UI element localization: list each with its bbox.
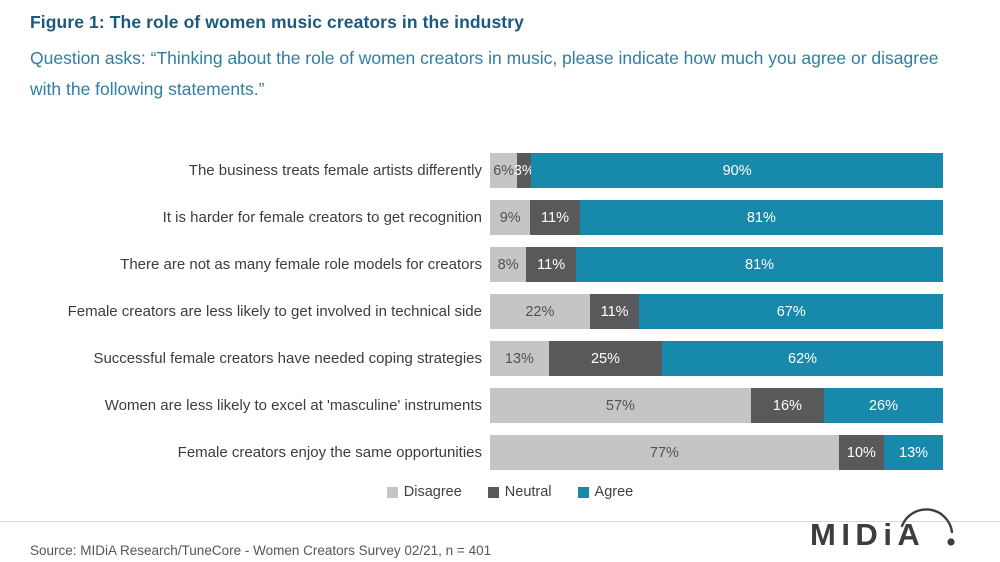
legend-swatch-icon: [487, 486, 499, 498]
bar-segment-label: 8%: [497, 256, 519, 273]
bar-segment-label: 10%: [846, 444, 876, 461]
bar-segment-disagree: 6%: [490, 153, 518, 188]
bar-segment-label: 11%: [600, 303, 629, 320]
category-label: There are not as many female role models…: [120, 256, 482, 273]
bar-segment-neutral: 3%: [514, 153, 535, 188]
midia-logo: MIDiA: [810, 501, 1000, 562]
source-note: Source: MIDiA Research/TuneCore - Women …: [30, 543, 492, 558]
page-footer: Source: MIDiA Research/TuneCore - Women …: [0, 508, 1000, 562]
bar-segment-label: 81%: [746, 209, 776, 226]
bar-track: 9% 11% 81%: [490, 200, 943, 235]
midia-logo-arc: [900, 508, 954, 534]
legend-swatch-icon: [386, 486, 398, 498]
category-label: Female creators enjoy the same opportuni…: [177, 444, 482, 461]
chart-row: Female creators enjoy the same opportuni…: [30, 435, 970, 470]
bar-segment-neutral: 25%: [548, 341, 663, 376]
bar-segment-agree: 90%: [531, 153, 943, 188]
figure-title: Figure 1: The role of women music creato…: [30, 12, 524, 32]
chart-row: There are not as many female role models…: [30, 247, 970, 282]
chart-row: It is harder for female creators to get …: [30, 200, 970, 235]
bar-track: 77% 10% 13%: [490, 435, 943, 470]
category-label: The business treats female artists diffe…: [188, 162, 482, 179]
bar-segment-agree: 13%: [884, 435, 943, 470]
stacked-bar-chart: The business treats female artists diffe…: [30, 153, 970, 500]
bar-segment-label: 9%: [499, 209, 521, 226]
legend-label: Agree: [594, 484, 634, 500]
chart-row: Women are less likely to excel at 'mascu…: [30, 388, 970, 423]
bar-track: 13% 25% 62%: [490, 341, 943, 376]
bar-segment-label: 25%: [590, 350, 621, 367]
bar-segment-neutral: 10%: [838, 435, 885, 470]
legend-item-disagree: Disagree: [386, 484, 462, 500]
bar-track: 6% 3% 90%: [490, 153, 943, 188]
chart-row: The business treats female artists diffe…: [30, 153, 970, 188]
bar-segment-neutral: 11%: [530, 200, 580, 235]
bar-segment-agree: 81%: [576, 247, 943, 282]
bar-segment-agree: 26%: [824, 388, 943, 423]
bar-segment-label: 67%: [776, 303, 806, 320]
bar-segment-disagree: 77%: [490, 435, 839, 470]
chart-row: Successful female creators have needed c…: [30, 341, 970, 376]
bar-segment-disagree: 22%: [490, 294, 590, 329]
bar-segment-disagree: 13%: [490, 341, 549, 376]
bar-segment-neutral: 11%: [526, 247, 577, 282]
midia-logo-graphic: MIDiA: [810, 508, 955, 552]
bar-segment-disagree: 8%: [490, 247, 527, 282]
category-label: Women are less likely to excel at 'mascu…: [104, 397, 482, 414]
bar-segment-label: 11%: [541, 209, 569, 226]
bar-segment-agree: 62%: [662, 341, 943, 376]
bar-segment-label: 13%: [899, 444, 929, 461]
category-label: It is harder for female creators to get …: [162, 209, 482, 226]
bar-segment-label: 11%: [537, 256, 566, 273]
bar-segment-neutral: 16%: [750, 388, 825, 423]
bar-segment-label: 62%: [788, 350, 818, 367]
legend-swatch-icon: [577, 486, 589, 498]
footer-divider: [0, 521, 1000, 522]
bar-segment-disagree: 57%: [490, 388, 751, 423]
chart-row: Female creators are less likely to get i…: [30, 294, 970, 329]
chart-legend: Disagree Neutral Agree: [30, 484, 970, 500]
chart-rows: The business treats female artists diffe…: [30, 153, 970, 470]
legend-item-neutral: Neutral: [487, 484, 552, 500]
legend-item-agree: Agree: [577, 484, 634, 500]
bar-segment-label: 57%: [605, 397, 635, 414]
bar-segment-agree: 81%: [579, 200, 943, 235]
bar-segment-agree: 67%: [639, 294, 943, 329]
bar-track: 22% 11% 67%: [490, 294, 943, 329]
category-label: Successful female creators have needed c…: [93, 350, 482, 367]
bar-track: 8% 11% 81%: [490, 247, 943, 282]
bar-segment-disagree: 9%: [490, 200, 531, 235]
midia-logo-text: MIDiA: [810, 517, 925, 552]
bar-segment-label: 90%: [722, 162, 752, 179]
legend-label: Disagree: [403, 484, 462, 500]
bar-segment-label: 77%: [649, 444, 679, 461]
figure-subtitle: Question asks: “Thinking about the role …: [30, 48, 939, 99]
bar-segment-neutral: 11%: [589, 294, 640, 329]
bar-segment-label: 81%: [745, 256, 775, 273]
bar-segment-label: 26%: [868, 397, 899, 414]
report-page: Figure 1: The role of women music creato…: [30, 12, 970, 500]
bar-track: 57% 16% 26%: [490, 388, 943, 423]
bar-segment-label: 6%: [493, 162, 515, 179]
legend-label: Neutral: [504, 484, 552, 500]
bar-segment-label: 3%: [513, 162, 535, 179]
bar-segment-label: 13%: [504, 350, 534, 367]
bar-segment-label: 22%: [525, 303, 555, 320]
bar-segment-label: 16%: [772, 397, 802, 414]
midia-logo-period: [947, 538, 955, 546]
category-label: Female creators are less likely to get i…: [67, 303, 482, 320]
